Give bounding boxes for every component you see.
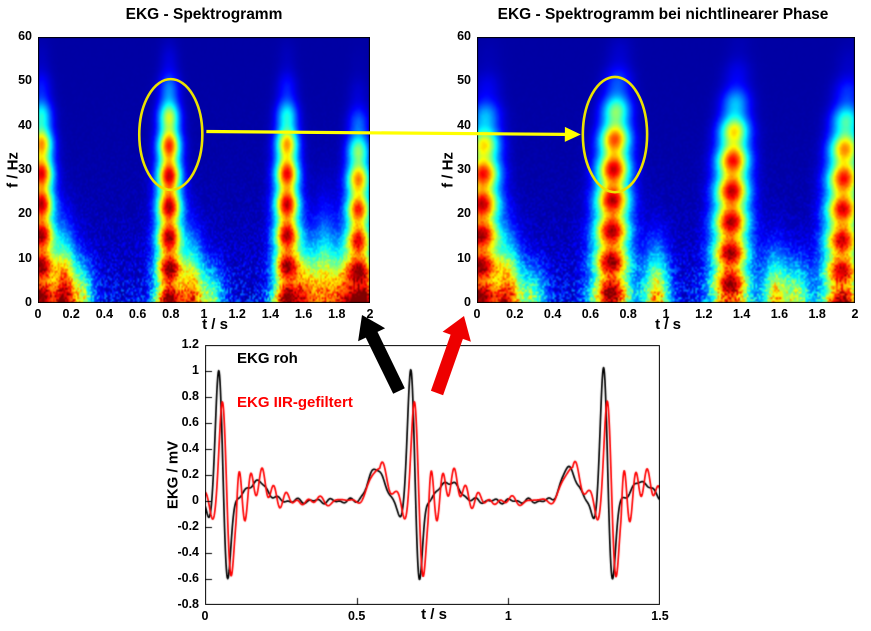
left-spectrogram-xtick-2: 2: [366, 307, 374, 321]
left-spectrogram-title: EKG - Spektrogramm: [125, 6, 283, 23]
right-spectrogram-ytick-50: 50: [457, 73, 471, 88]
right-spectrogram-title: EKG - Spektrogramm bei nichtlinearer Pha…: [497, 6, 829, 23]
left-spectrogram-ytick-20: 20: [18, 206, 32, 221]
right-spectrogram-xtick-0.8: 0.8: [619, 307, 637, 321]
left-spectrogram-ytick-60: 60: [18, 29, 32, 43]
ecg-ytick-0: 0: [192, 493, 199, 507]
right-spectrogram-ytick-0: 0: [464, 295, 471, 309]
ecg-xtick-0: 0: [201, 609, 209, 623]
right-spectrogram-xtick-0.2: 0.2: [506, 307, 524, 321]
left-spectrogram-xtick-1.4: 1.4: [261, 307, 280, 321]
right-spectrogram-ytick-10: 10: [457, 250, 471, 265]
left-spectrogram-xtick-0.4: 0.4: [95, 307, 114, 321]
left-spectrogram-xtick-1.6: 1.6: [294, 307, 313, 321]
left-spectrogram-xtick-0: 0: [34, 307, 42, 321]
legend-ekg-roh: EKG roh: [237, 350, 298, 367]
ecg-ytick--0.8: -0.8: [177, 597, 199, 611]
right-spectrogram-xtick-0.6: 0.6: [581, 307, 600, 321]
left-spectrogram-xtick-1.8: 1.8: [328, 307, 346, 321]
right-spectrogram-xtick-0: 0: [473, 307, 481, 321]
right-spectrogram-xtick-1.8: 1.8: [808, 307, 826, 321]
left-spectrogram-xtick-0.6: 0.6: [128, 307, 147, 321]
ecg-plot: [205, 345, 660, 605]
ecg-ytick-1: 1: [192, 363, 199, 377]
right-spectrogram-xtick-1.6: 1.6: [770, 307, 789, 321]
ecg-ytick--0.2: -0.2: [177, 519, 199, 533]
legend-ekg-iir-gefiltert: EKG IIR-gefiltert: [237, 394, 353, 411]
right-spectrogram-ytick-30: 30: [457, 162, 471, 176]
left-spectrogram-heatmap: [38, 37, 370, 303]
left-spectrogram-xtick-1.2: 1.2: [228, 307, 246, 321]
right-spectrogram-xtick-0.4: 0.4: [543, 307, 562, 321]
left-spectrogram-xtick-0.2: 0.2: [62, 307, 80, 321]
left-spectrogram-ytick-50: 50: [18, 73, 32, 88]
left-spectrogram-ytick-10: 10: [18, 250, 32, 265]
left-spectrogram-ytick-40: 40: [18, 117, 32, 132]
ecg-xtick-1: 1: [504, 609, 512, 623]
ecg-ytick-0.8: 0.8: [181, 389, 199, 403]
ecg-xtick-1.5: 1.5: [651, 609, 669, 623]
ecg-ytick-1.2: 1.2: [181, 337, 199, 351]
right-spectrogram-ytick-40: 40: [457, 117, 471, 132]
left-spectrogram-ytick-0: 0: [25, 295, 32, 309]
right-spectrogram-ytick-20: 20: [457, 206, 471, 221]
right-spectrogram-xtick-1: 1: [662, 307, 670, 321]
right-spectrogram-xtick-1.4: 1.4: [732, 307, 751, 321]
left-spectrogram-xtick-1: 1: [200, 307, 208, 321]
ecg-ytick--0.6: -0.6: [177, 571, 199, 585]
right-spectrogram-heatmap: [477, 37, 855, 303]
ecg-ytick-0.6: 0.6: [181, 415, 199, 429]
right-spectrogram-xtick-2: 2: [851, 307, 859, 321]
left-spectrogram-ytick-30: 30: [18, 162, 32, 176]
left-spectrogram-xlabel: t / s: [202, 316, 228, 333]
ecg-xlabel: t / s: [421, 606, 447, 623]
right-spectrogram-xlabel: t / s: [655, 316, 681, 333]
right-spectrogram-xtick-1.2: 1.2: [695, 307, 713, 321]
ecg-ytick--0.4: -0.4: [177, 545, 199, 559]
ecg-ytick-0.4: 0.4: [181, 441, 199, 455]
right-spectrogram-ytick-60: 60: [457, 29, 471, 43]
left-spectrogram-xtick-0.8: 0.8: [162, 307, 180, 321]
ecg-ytick-0.2: 0.2: [181, 467, 199, 481]
ecg-xtick-0.5: 0.5: [347, 609, 366, 623]
